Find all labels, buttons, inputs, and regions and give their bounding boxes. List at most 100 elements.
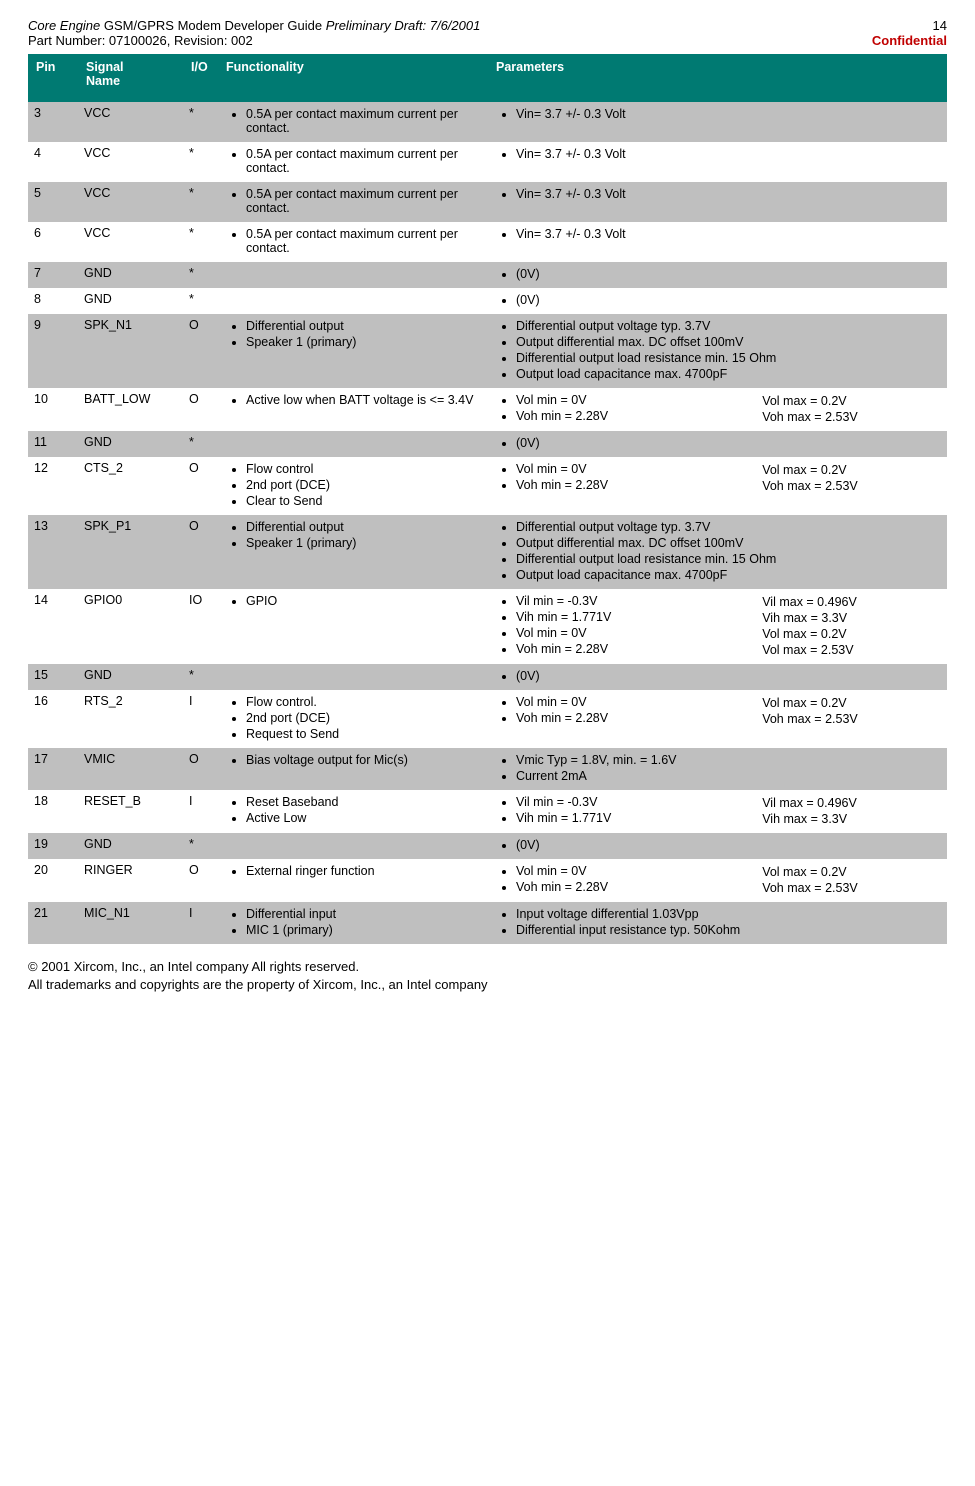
list-item: (0V) bbox=[516, 292, 941, 308]
table-cell: Bias voltage output for Mic(s) bbox=[218, 748, 488, 790]
table-cell: 0.5A per contact maximum current per con… bbox=[218, 222, 488, 262]
list-item: (0V) bbox=[516, 266, 941, 282]
bullet-list: Differential outputSpeaker 1 (primary) bbox=[224, 318, 482, 350]
bullet-list: Reset BasebandActive Low bbox=[224, 794, 482, 826]
list-item: External ringer function bbox=[246, 863, 482, 879]
hdr-confidential: Confidential bbox=[872, 33, 947, 48]
table-cell: 5 bbox=[28, 182, 78, 222]
table-cell: Differential outputSpeaker 1 (primary) bbox=[218, 515, 488, 589]
table-cell: VCC bbox=[78, 142, 183, 182]
param-col-b: Vol max = 0.2VVoh max = 2.53V bbox=[762, 461, 941, 494]
table-cell: (0V) bbox=[488, 262, 947, 288]
table-cell: Vin= 3.7 +/- 0.3 Volt bbox=[488, 102, 947, 142]
param-col-b: Vol max = 0.2VVoh max = 2.53V bbox=[762, 694, 941, 727]
list-item: Vil min = -0.3V bbox=[516, 794, 762, 810]
table-cell: BATT_LOW bbox=[78, 388, 183, 431]
table-row: 18RESET_BIReset BasebandActive LowVil mi… bbox=[28, 790, 947, 833]
param-col-a: Vol min = 0VVoh min = 2.28V bbox=[494, 461, 762, 494]
list-item: Flow control bbox=[246, 461, 482, 477]
table-cell: (0V) bbox=[488, 431, 947, 457]
table-cell: O bbox=[183, 457, 218, 515]
table-cell: Vil min = -0.3VVih min = 1.771VVol min =… bbox=[488, 589, 947, 664]
list-item: Voh min = 2.28V bbox=[516, 879, 762, 895]
list-item: Differential input bbox=[246, 906, 482, 922]
list-item: Vin= 3.7 +/- 0.3 Volt bbox=[516, 226, 941, 242]
param-right-item: Vol max = 2.53V bbox=[762, 642, 941, 658]
list-item: 0.5A per contact maximum current per con… bbox=[246, 226, 482, 256]
table-row: 9SPK_N1ODifferential outputSpeaker 1 (pr… bbox=[28, 314, 947, 388]
param-two-col: Vil min = -0.3VVih min = 1.771VVol min =… bbox=[494, 593, 941, 658]
hdr-pageno: 14 bbox=[872, 18, 947, 33]
table-cell: MIC_N1 bbox=[78, 902, 183, 944]
table-cell: 3 bbox=[28, 102, 78, 142]
col-io: I/O bbox=[183, 54, 218, 102]
table-cell: SPK_N1 bbox=[78, 314, 183, 388]
hdr-italic1: Core Engine bbox=[28, 18, 100, 33]
list-item: Differential output load resistance min.… bbox=[516, 350, 941, 366]
bullet-list: Vin= 3.7 +/- 0.3 Volt bbox=[494, 146, 941, 162]
param-col-a: Vil min = -0.3VVih min = 1.771V bbox=[494, 794, 762, 827]
table-cell: * bbox=[183, 431, 218, 457]
bullet-list: (0V) bbox=[494, 668, 941, 684]
hdr-part: Part Number: 07100026, Revision: 002 bbox=[28, 33, 480, 48]
list-item: Vol min = 0V bbox=[516, 461, 762, 477]
table-cell: (0V) bbox=[488, 664, 947, 690]
table-cell: 10 bbox=[28, 388, 78, 431]
bullet-list: 0.5A per contact maximum current per con… bbox=[224, 106, 482, 136]
param-col-a: Vol min = 0VVoh min = 2.28V bbox=[494, 863, 762, 896]
list-item: Active low when BATT voltage is <= 3.4V bbox=[246, 392, 482, 408]
list-item: Vin= 3.7 +/- 0.3 Volt bbox=[516, 106, 941, 122]
param-right-item: Vol max = 0.2V bbox=[762, 393, 941, 409]
param-right-item: Voh max = 2.53V bbox=[762, 478, 941, 494]
param-col-a: Vil min = -0.3VVih min = 1.771VVol min =… bbox=[494, 593, 762, 658]
table-cell: 8 bbox=[28, 288, 78, 314]
param-right-item: Vih max = 3.3V bbox=[762, 811, 941, 827]
table-cell: Reset BasebandActive Low bbox=[218, 790, 488, 833]
table-cell: 0.5A per contact maximum current per con… bbox=[218, 182, 488, 222]
list-item: Voh min = 2.28V bbox=[516, 641, 762, 657]
param-col-b: Vol max = 0.2VVoh max = 2.53V bbox=[762, 863, 941, 896]
bullet-list: Vol min = 0VVoh min = 2.28V bbox=[494, 461, 762, 493]
param-two-col: Vol min = 0VVoh min = 2.28VVol max = 0.2… bbox=[494, 392, 941, 425]
list-item: Input voltage differential 1.03Vpp bbox=[516, 906, 941, 922]
table-cell: GPIO0 bbox=[78, 589, 183, 664]
list-item: Vin= 3.7 +/- 0.3 Volt bbox=[516, 146, 941, 162]
bullet-list: Vin= 3.7 +/- 0.3 Volt bbox=[494, 186, 941, 202]
bullet-list: GPIO bbox=[224, 593, 482, 609]
col-func: Functionality bbox=[218, 54, 488, 102]
table-cell bbox=[218, 288, 488, 314]
bullet-list: Flow control2nd port (DCE)Clear to Send bbox=[224, 461, 482, 509]
table-cell: * bbox=[183, 102, 218, 142]
table-cell: GND bbox=[78, 664, 183, 690]
table-row: 10BATT_LOWOActive low when BATT voltage … bbox=[28, 388, 947, 431]
table-cell: Differential outputSpeaker 1 (primary) bbox=[218, 314, 488, 388]
list-item: Vih min = 1.771V bbox=[516, 810, 762, 826]
bullet-list: Differential output voltage typ. 3.7VOut… bbox=[494, 519, 941, 583]
list-item: Bias voltage output for Mic(s) bbox=[246, 752, 482, 768]
list-item: Output load capacitance max. 4700pF bbox=[516, 366, 941, 382]
table-cell: I bbox=[183, 690, 218, 748]
table-cell: (0V) bbox=[488, 288, 947, 314]
table-cell: VCC bbox=[78, 182, 183, 222]
bullet-list: Vin= 3.7 +/- 0.3 Volt bbox=[494, 226, 941, 242]
bullet-list: Differential output voltage typ. 3.7VOut… bbox=[494, 318, 941, 382]
table-cell: GND bbox=[78, 833, 183, 859]
table-cell: Differential output voltage typ. 3.7VOut… bbox=[488, 314, 947, 388]
hdr-plain: GSM/GPRS Modem Developer Guide bbox=[100, 18, 325, 33]
table-cell: Differential inputMIC 1 (primary) bbox=[218, 902, 488, 944]
param-col-a: Vol min = 0VVoh min = 2.28V bbox=[494, 392, 762, 425]
table-cell: O bbox=[183, 314, 218, 388]
col-signal-l1: Signal bbox=[86, 60, 175, 74]
list-item: (0V) bbox=[516, 435, 941, 451]
param-two-col: Vol min = 0VVoh min = 2.28VVol max = 0.2… bbox=[494, 694, 941, 727]
list-item: Clear to Send bbox=[246, 493, 482, 509]
bullet-list: Vol min = 0VVoh min = 2.28V bbox=[494, 863, 762, 895]
table-row: 12CTS_2OFlow control2nd port (DCE)Clear … bbox=[28, 457, 947, 515]
table-cell: 17 bbox=[28, 748, 78, 790]
table-cell: 21 bbox=[28, 902, 78, 944]
table-cell: Vol min = 0VVoh min = 2.28VVol max = 0.2… bbox=[488, 859, 947, 902]
table-row: 4VCC*0.5A per contact maximum current pe… bbox=[28, 142, 947, 182]
table-cell: GND bbox=[78, 262, 183, 288]
table-cell: GND bbox=[78, 288, 183, 314]
table-cell: * bbox=[183, 664, 218, 690]
